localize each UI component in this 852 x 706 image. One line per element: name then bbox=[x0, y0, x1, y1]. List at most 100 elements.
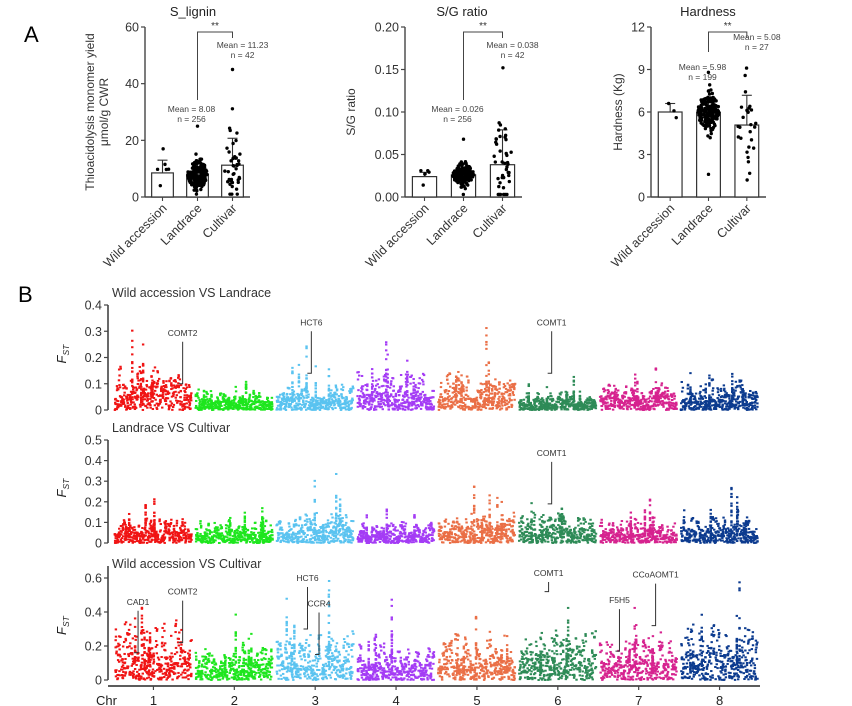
fst-point bbox=[406, 384, 409, 387]
data-point bbox=[163, 162, 167, 167]
fst-point bbox=[160, 390, 163, 393]
data-point bbox=[704, 122, 709, 126]
fst-point bbox=[546, 408, 549, 411]
fst-point bbox=[491, 389, 494, 392]
fst-point bbox=[194, 404, 198, 407]
fst-point bbox=[493, 392, 497, 395]
fst-point bbox=[704, 396, 707, 399]
fst-point bbox=[510, 403, 513, 406]
fst-point bbox=[460, 397, 463, 400]
fst-point bbox=[406, 370, 409, 373]
fst-point bbox=[725, 392, 728, 395]
fst-point bbox=[506, 382, 509, 385]
data-point bbox=[201, 183, 206, 187]
fst-point bbox=[127, 394, 131, 397]
fst-point bbox=[121, 399, 125, 402]
fst-point bbox=[172, 379, 176, 382]
fst-point bbox=[443, 403, 447, 406]
fst-point bbox=[494, 385, 497, 388]
chromosome-7-points bbox=[598, 367, 678, 411]
fst-point bbox=[716, 391, 720, 394]
fst-point bbox=[578, 402, 582, 405]
fst-point bbox=[634, 373, 637, 376]
data-point bbox=[698, 112, 703, 116]
fst-point bbox=[431, 396, 434, 399]
fst-point bbox=[542, 399, 545, 402]
fst-point bbox=[361, 385, 365, 388]
data-point bbox=[461, 166, 465, 171]
data-point bbox=[461, 192, 466, 197]
fst-point bbox=[673, 397, 676, 400]
fst-point bbox=[384, 358, 388, 361]
fst-point bbox=[578, 390, 582, 393]
fst-point bbox=[279, 408, 283, 411]
fst-point bbox=[149, 406, 152, 409]
fst-point bbox=[599, 399, 602, 402]
fst-point bbox=[176, 401, 179, 404]
fst-point bbox=[149, 397, 152, 400]
fst-point bbox=[297, 393, 301, 396]
fst-point bbox=[454, 396, 458, 399]
data-point bbox=[236, 159, 241, 163]
fst-point bbox=[285, 400, 288, 403]
fst-point bbox=[417, 394, 420, 397]
fst-point bbox=[139, 539, 143, 542]
fst-point bbox=[152, 382, 156, 385]
fst-point bbox=[227, 400, 231, 403]
fst-point bbox=[718, 404, 721, 407]
fst-point bbox=[573, 408, 576, 411]
fst-point bbox=[139, 382, 143, 385]
y-tick-label: 12 bbox=[631, 21, 645, 35]
fst-point bbox=[425, 402, 428, 405]
fst-point bbox=[146, 399, 149, 402]
fst-point bbox=[344, 403, 347, 406]
data-point bbox=[754, 121, 758, 126]
fst-point bbox=[129, 399, 133, 402]
fst-point bbox=[239, 401, 242, 404]
fst-point bbox=[297, 385, 301, 388]
fst-point bbox=[142, 403, 145, 406]
fst-point bbox=[314, 384, 317, 387]
fst-point bbox=[161, 406, 164, 409]
fst-point bbox=[305, 387, 308, 390]
fst-point bbox=[205, 392, 209, 395]
fst-point bbox=[380, 396, 384, 399]
fst-point bbox=[572, 398, 576, 401]
fst-point bbox=[645, 403, 648, 406]
fst-point bbox=[696, 401, 699, 404]
data-point bbox=[226, 180, 230, 184]
fst-point bbox=[123, 385, 127, 388]
fst-point bbox=[175, 384, 178, 387]
fst-point bbox=[716, 397, 719, 400]
fst-point bbox=[156, 535, 159, 538]
y-axis-label: Thioacidolysis monomer yieldμmol/g CWR bbox=[83, 33, 111, 190]
fst-point bbox=[357, 389, 360, 392]
fst-point bbox=[370, 387, 374, 390]
fst-point bbox=[391, 377, 395, 380]
bar-wild-accession bbox=[657, 111, 683, 198]
data-point bbox=[507, 173, 511, 178]
data-point bbox=[228, 192, 232, 196]
fst-point bbox=[140, 401, 143, 404]
fst-point bbox=[460, 400, 463, 403]
fst-point bbox=[686, 387, 690, 390]
fst-point bbox=[454, 375, 458, 378]
fst-point bbox=[175, 399, 178, 402]
fst-point bbox=[694, 405, 697, 408]
fst-point bbox=[144, 529, 148, 532]
fst-point bbox=[731, 399, 734, 402]
fst-point bbox=[440, 396, 444, 399]
fst-point bbox=[444, 397, 447, 400]
fst-point bbox=[542, 401, 545, 404]
data-point bbox=[191, 176, 196, 180]
fst-point bbox=[202, 400, 206, 403]
fst-point bbox=[498, 399, 501, 402]
fst-point bbox=[305, 347, 308, 350]
fst-point bbox=[116, 404, 119, 407]
significance-bracket bbox=[708, 31, 748, 52]
data-point bbox=[195, 178, 199, 182]
fst-point bbox=[144, 524, 147, 527]
fst-point bbox=[126, 402, 129, 405]
data-point bbox=[427, 170, 431, 174]
fst-point bbox=[144, 522, 147, 525]
